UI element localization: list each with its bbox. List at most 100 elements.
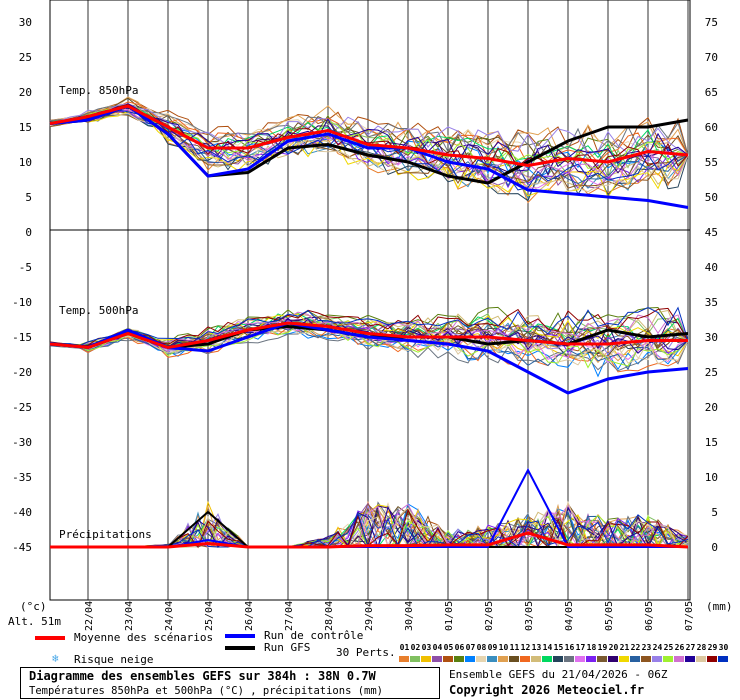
- y-tick-right: 20: [705, 401, 718, 414]
- pert-color-swatch: [498, 656, 508, 662]
- pert-number: 04: [432, 643, 443, 652]
- pert-color-legend: 0102030405060708091011121314151617181920…: [399, 640, 729, 662]
- pert-number: 13: [531, 643, 542, 652]
- legend-control: Run de contrôle: [264, 629, 364, 642]
- pert-number: 11: [509, 643, 520, 652]
- pert-line-t500: [49, 306, 689, 347]
- legend-perts: 30 Perts.: [336, 646, 396, 659]
- y-tick-left: -35: [12, 471, 32, 484]
- legend-mean-swatch: [35, 636, 65, 640]
- pert-number: 16: [564, 643, 575, 652]
- y-tick-right: 70: [705, 51, 718, 64]
- pert-number: 24: [652, 643, 663, 652]
- y-tick-right: 0: [711, 541, 718, 554]
- y-tick-left: -30: [12, 436, 32, 449]
- x-tick-label: 24/04: [164, 601, 175, 631]
- y-tick-left: 25: [19, 51, 32, 64]
- x-tick-label: 30/04: [404, 601, 415, 631]
- chart-title: Diagramme des ensembles GEFS sur 384h : …: [29, 669, 376, 683]
- x-tick-label: 27/04: [284, 601, 295, 631]
- x-tick-label: 02/05: [484, 601, 495, 631]
- y-tick-right: 50: [705, 191, 718, 204]
- panel-label-precip: Précipitations: [59, 528, 152, 541]
- x-tick-label: 23/04: [124, 601, 135, 631]
- y-tick-left: 30: [19, 16, 32, 29]
- pert-color-swatch: [597, 656, 607, 662]
- pert-number: 17: [575, 643, 586, 652]
- control-line-t850: [49, 104, 689, 209]
- y-tick-right: 30: [705, 331, 718, 344]
- pert-number: 08: [476, 643, 487, 652]
- legend-gfs-swatch: [225, 646, 255, 650]
- pert-number: 14: [542, 643, 553, 652]
- pert-number: 01: [399, 643, 410, 652]
- pert-number: 22: [630, 643, 641, 652]
- pert-number: 12: [520, 643, 531, 652]
- pert-color-swatch: [454, 656, 464, 662]
- pert-number: 26: [674, 643, 685, 652]
- pert-number: 06: [454, 643, 465, 652]
- pert-color-swatch: [685, 656, 695, 662]
- y-tick-left: -10: [12, 296, 32, 309]
- y-tick-left: 10: [19, 156, 32, 169]
- y-tick-right: 55: [705, 156, 718, 169]
- pert-line-t850: [49, 110, 689, 199]
- pert-line-t850: [49, 103, 689, 172]
- title-box: Diagramme des ensembles GEFS sur 384h : …: [20, 667, 440, 699]
- run-info: Ensemble GEFS du 21/04/2026 - 06Z: [449, 668, 668, 681]
- x-tick-label: 25/04: [204, 601, 215, 631]
- y-tick-right: 40: [705, 261, 718, 274]
- pert-number: 25: [663, 643, 674, 652]
- y-tick-right: 60: [705, 121, 718, 134]
- panel-label-t850: Temp. 850hPa: [59, 84, 138, 97]
- pert-color-swatch: [630, 656, 640, 662]
- snowflake-icon: ❄: [52, 652, 59, 665]
- pert-color-swatch: [476, 656, 486, 662]
- x-tick-label: 01/05: [444, 601, 455, 631]
- pert-number: 02: [410, 643, 421, 652]
- chart-subtitle: Températures 850hPa et 500hPa (°C) , pré…: [29, 685, 384, 697]
- pert-number: 27: [685, 643, 696, 652]
- pert-color-swatch: [652, 656, 662, 662]
- y-tick-left: 5: [25, 191, 32, 204]
- pert-number: 09: [487, 643, 498, 652]
- pert-color-swatch: [465, 656, 475, 662]
- y-tick-right: 65: [705, 86, 718, 99]
- legend-snow: Risque neige: [74, 653, 154, 666]
- y-tick-left: 15: [19, 121, 32, 134]
- y-tick-right: 75: [705, 16, 718, 29]
- copyright: Copyright 2026 Meteociel.fr: [449, 683, 645, 697]
- pert-color-swatch: [641, 656, 651, 662]
- legend-control-swatch: [225, 634, 255, 638]
- pert-color-swatch: [487, 656, 497, 662]
- y-tick-right: 25: [705, 366, 718, 379]
- pert-line-t850: [49, 103, 689, 156]
- pert-color-swatch: [586, 656, 596, 662]
- pert-color-swatch: [564, 656, 574, 662]
- x-tick-label: 05/05: [604, 601, 615, 631]
- x-tick-label: 03/05: [524, 601, 535, 631]
- pert-number: 20: [608, 643, 619, 652]
- pert-color-swatch: [663, 656, 673, 662]
- y-tick-right: 45: [705, 226, 718, 239]
- pert-color-swatch: [531, 656, 541, 662]
- pert-color-swatch: [520, 656, 530, 662]
- pert-number: 30: [718, 643, 729, 652]
- pert-number: 28: [696, 643, 707, 652]
- pert-color-swatch: [575, 656, 585, 662]
- y-tick-left: -5: [19, 261, 32, 274]
- x-tick-label: 28/04: [324, 601, 335, 631]
- x-tick-label: 04/05: [564, 601, 575, 631]
- plot-frame: [49, 0, 691, 601]
- plot-area: 22/04 23/04 24/04 25/04 26/04 27/04 28/04 29/04…: [12, 0, 718, 631]
- x-tick-label: 07/05: [684, 601, 695, 631]
- pert-color-swatch: [421, 656, 431, 662]
- pert-number: 21: [619, 643, 630, 652]
- y-tick-left: -40: [12, 506, 32, 519]
- pert-color-swatch: [443, 656, 453, 662]
- y-tick-left: 0: [25, 226, 32, 239]
- y-tick-right: 35: [705, 296, 718, 309]
- pert-color-swatch: [674, 656, 684, 662]
- pert-number: 19: [597, 643, 608, 652]
- pert-number: 23: [641, 643, 652, 652]
